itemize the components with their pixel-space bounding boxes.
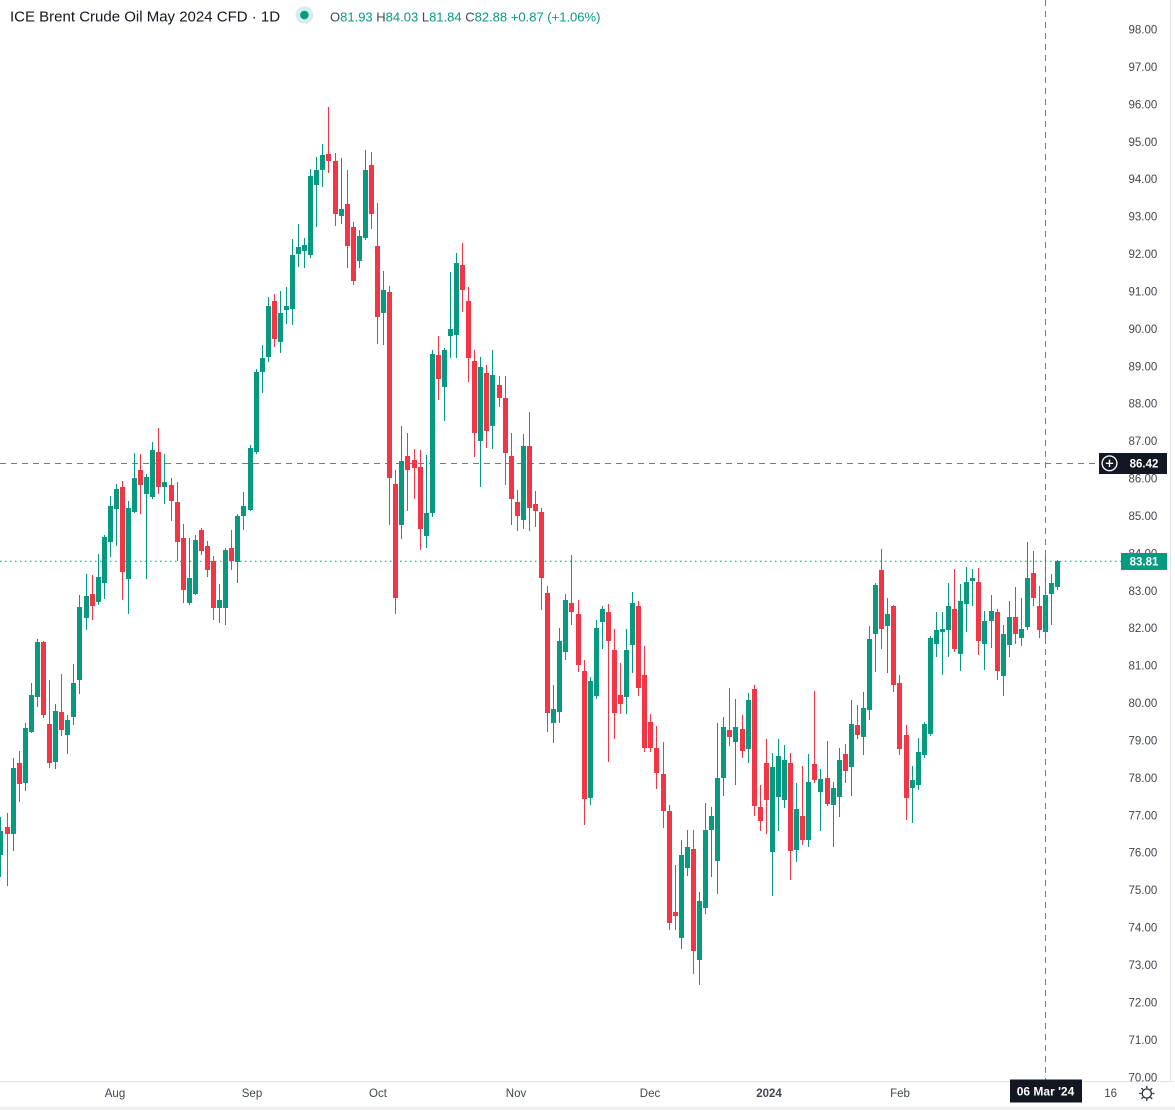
- svg-text:ICE Brent Crude Oil May 2024 C: ICE Brent Crude Oil May 2024 CFD · 1D: [10, 9, 280, 26]
- svg-text:83.00: 83.00: [1129, 586, 1158, 598]
- svg-text:O81.93 H84.03 L81.84 C82.88 +0: O81.93 H84.03 L81.84 C82.88 +0.87 (+1.06…: [330, 10, 600, 25]
- svg-text:78.00: 78.00: [1129, 773, 1158, 785]
- svg-text:74.00: 74.00: [1129, 923, 1158, 935]
- svg-text:79.00: 79.00: [1129, 736, 1158, 748]
- svg-text:80.00: 80.00: [1129, 698, 1158, 710]
- svg-text:Feb: Feb: [890, 1088, 910, 1100]
- svg-text:88.00: 88.00: [1129, 399, 1158, 411]
- svg-text:76.00: 76.00: [1129, 848, 1158, 860]
- svg-text:16: 16: [1104, 1088, 1117, 1100]
- svg-text:75.00: 75.00: [1129, 885, 1158, 897]
- svg-text:96.00: 96.00: [1129, 99, 1158, 111]
- svg-text:90.00: 90.00: [1129, 324, 1158, 336]
- svg-text:92.00: 92.00: [1129, 249, 1158, 261]
- svg-text:82.00: 82.00: [1129, 623, 1158, 635]
- svg-text:93.00: 93.00: [1129, 212, 1158, 224]
- svg-text:72.00: 72.00: [1129, 997, 1158, 1009]
- svg-text:70.00: 70.00: [1129, 1072, 1158, 1084]
- svg-text:91.00: 91.00: [1129, 286, 1158, 298]
- svg-text:71.00: 71.00: [1129, 1035, 1158, 1047]
- svg-text:77.00: 77.00: [1129, 810, 1158, 822]
- svg-text:98.00: 98.00: [1129, 25, 1158, 37]
- svg-text:Oct: Oct: [369, 1088, 388, 1100]
- svg-text:2024: 2024: [756, 1088, 782, 1100]
- svg-text:Aug: Aug: [105, 1088, 125, 1100]
- svg-text:87.00: 87.00: [1129, 436, 1158, 448]
- svg-text:97.00: 97.00: [1129, 62, 1158, 74]
- svg-text:Nov: Nov: [506, 1088, 527, 1100]
- svg-text:85.00: 85.00: [1129, 511, 1158, 523]
- svg-text:Dec: Dec: [640, 1088, 661, 1100]
- svg-text:Sep: Sep: [242, 1088, 262, 1100]
- svg-text:86.42: 86.42: [1130, 459, 1159, 471]
- svg-text:83.81: 83.81: [1130, 557, 1159, 569]
- svg-text:73.00: 73.00: [1129, 960, 1158, 972]
- svg-text:81.00: 81.00: [1129, 661, 1158, 673]
- svg-text:06 Mar '24: 06 Mar '24: [1017, 1085, 1075, 1099]
- svg-text:89.00: 89.00: [1129, 361, 1158, 373]
- svg-text:95.00: 95.00: [1129, 137, 1158, 149]
- svg-text:86.00: 86.00: [1129, 474, 1158, 486]
- svg-text:94.00: 94.00: [1129, 174, 1158, 186]
